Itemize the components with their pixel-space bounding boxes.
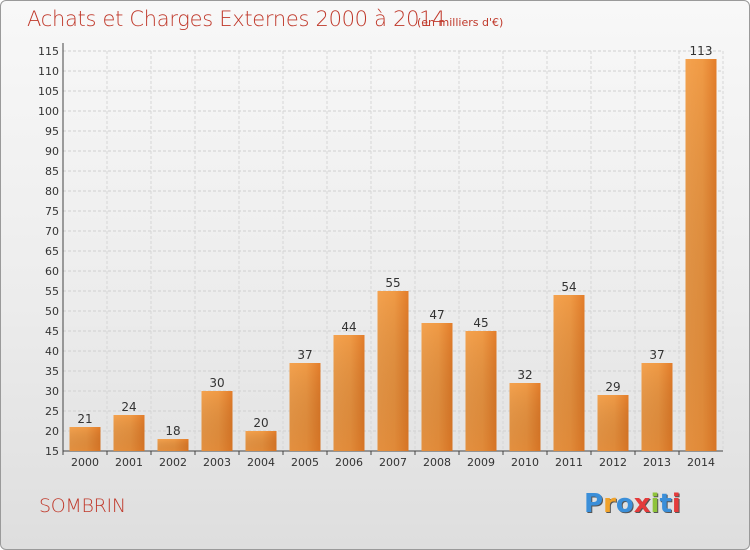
bar-shade-2007 <box>377 291 409 451</box>
y-tick-label: 105 <box>38 85 59 98</box>
bar-shade-2013 <box>641 363 673 451</box>
y-tick-label: 20 <box>45 425 59 438</box>
bar-shade-2003 <box>201 391 233 451</box>
value-label-2013: 37 <box>649 348 664 362</box>
bars <box>69 59 717 451</box>
logo-letter: r <box>603 489 616 519</box>
tick-labels: 15 20 25 30 35 40 45 50 55 60 65 70 75 80 85 90 95 100 105… <box>38 45 715 469</box>
bar-shade-2010 <box>509 383 541 451</box>
chart-subtitle: (en milliers d'€) <box>417 16 504 29</box>
logo-letter: i <box>671 489 681 519</box>
value-label-2010: 32 <box>517 368 532 382</box>
y-tick-label: 80 <box>45 185 59 198</box>
y-tick-label: 110 <box>38 65 59 78</box>
bar-shade-2001 <box>113 415 145 451</box>
bar-shade-2002 <box>157 439 189 451</box>
bar-shade-2012 <box>597 395 629 451</box>
y-tick-label: 60 <box>45 265 59 278</box>
x-tick-label-2013: 2013 <box>643 456 671 469</box>
y-tick-label: 100 <box>38 105 59 118</box>
x-tick-label-2001: 2001 <box>115 456 143 469</box>
y-tick-label: 115 <box>38 45 59 58</box>
logo-letter: t <box>659 489 672 519</box>
value-label-2004: 20 <box>253 416 268 430</box>
proxiti-logo: Proxiti <box>584 489 681 519</box>
y-tick-label: 95 <box>45 125 59 138</box>
value-label-2008: 47 <box>429 308 444 322</box>
x-tick-label-2008: 2008 <box>423 456 451 469</box>
value-label-2006: 44 <box>341 320 356 334</box>
y-tick-label: 70 <box>45 225 59 238</box>
y-tick-label: 15 <box>45 445 59 458</box>
value-label-2009: 45 <box>473 316 488 330</box>
y-tick-label: 75 <box>45 205 59 218</box>
y-tick-label: 90 <box>45 145 59 158</box>
value-label-2001: 24 <box>121 400 136 414</box>
bar-shade-2009 <box>465 331 497 451</box>
y-tick-label: 40 <box>45 345 59 358</box>
x-tick-label-2000: 2000 <box>71 456 99 469</box>
x-tick-label-2006: 2006 <box>335 456 363 469</box>
bar-shade-2004 <box>245 431 277 451</box>
x-tick-label-2009: 2009 <box>467 456 495 469</box>
commune-name: SOMBRIN <box>39 495 126 517</box>
y-tick-label: 85 <box>45 165 59 178</box>
logo-letter: x <box>633 489 651 519</box>
bar-shade-2006 <box>333 335 365 451</box>
logo-letter: P <box>584 489 604 519</box>
x-tick-label-2007: 2007 <box>379 456 407 469</box>
x-tick-label-2012: 2012 <box>599 456 627 469</box>
x-tick-label-2002: 2002 <box>159 456 187 469</box>
y-tick-label: 25 <box>45 405 59 418</box>
bar-shade-2011 <box>553 295 585 451</box>
value-label-2005: 37 <box>297 348 312 362</box>
bar-shade-2014 <box>685 59 717 451</box>
x-tick-label-2005: 2005 <box>291 456 319 469</box>
y-tick-label: 45 <box>45 325 59 338</box>
value-label-2003: 30 <box>209 376 224 390</box>
y-tick-label: 35 <box>45 365 59 378</box>
value-label-2011: 54 <box>561 280 576 294</box>
value-label-2002: 18 <box>165 424 180 438</box>
y-tick-label: 50 <box>45 305 59 318</box>
x-tick-label-2011: 2011 <box>555 456 583 469</box>
y-tick-label: 55 <box>45 285 59 298</box>
bar-shade-2005 <box>289 363 321 451</box>
x-tick-label-2010: 2010 <box>511 456 539 469</box>
bar-shade-2008 <box>421 323 453 451</box>
y-tick-label: 65 <box>45 245 59 258</box>
logo-letter: i <box>650 489 660 519</box>
x-tick-label-2003: 2003 <box>203 456 231 469</box>
x-tick-label-2014: 2014 <box>687 456 715 469</box>
logo-letter: o <box>615 489 634 519</box>
y-tick-label: 30 <box>45 385 59 398</box>
chart-title: Achats et Charges Externes 2000 à 2014 <box>27 7 446 31</box>
bar-shade-2000 <box>69 427 101 451</box>
value-label-2007: 55 <box>385 276 400 290</box>
value-label-2014: 113 <box>690 44 713 58</box>
x-tick-label-2004: 2004 <box>247 456 275 469</box>
value-label-2000: 21 <box>77 412 92 426</box>
value-labels: 21 24 18 30 20 37 44 55 47 45 32 54 29 37 113 <box>77 44 712 438</box>
value-label-2012: 29 <box>605 380 620 394</box>
